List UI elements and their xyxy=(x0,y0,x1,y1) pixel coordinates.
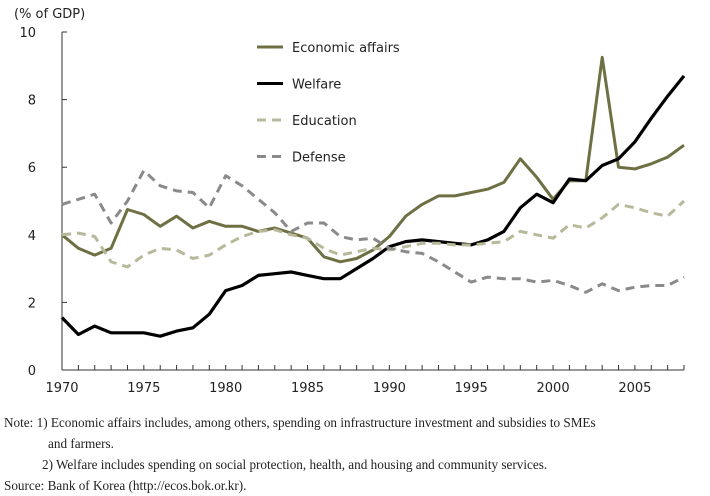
x-tick-label-1990: 1990 xyxy=(373,381,406,396)
series-line-education xyxy=(61,199,686,269)
note-1-continued: and farmers. xyxy=(48,436,114,451)
line-chart: 0 2 4 6 8 10 1970 1975 1980 1985 1990 1995 2000 2005 (… xyxy=(14,7,686,396)
series-line-economic-affairs xyxy=(61,55,685,264)
x-tick-label-1985: 1985 xyxy=(291,381,324,396)
x-tick-label-2000: 2000 xyxy=(537,381,570,396)
series-line-welfare xyxy=(60,74,686,338)
legend-label-education: Education xyxy=(292,114,357,129)
x-tick-label-1975: 1975 xyxy=(127,381,160,396)
x-tick-label-1980: 1980 xyxy=(209,381,242,396)
legend-label-defense: Defense xyxy=(292,151,346,166)
series-line-defense xyxy=(61,169,685,294)
y-tick-label-2: 2 xyxy=(28,296,36,311)
y-axis-label: (% of GDP) xyxy=(14,7,85,22)
note-2: 2) Welfare includes spending on social p… xyxy=(42,457,548,472)
source-note: Source: Bank of Korea (http://ecos.bok.o… xyxy=(4,478,247,493)
y-tick-label-6: 6 xyxy=(28,161,36,176)
chart-notes: Note: 1) Economic affairs includes, amon… xyxy=(4,412,708,496)
legend-label-economic-affairs: Economic affairs xyxy=(292,41,400,56)
y-tick-label-8: 8 xyxy=(28,94,36,109)
x-tick-label-1970: 1970 xyxy=(45,381,78,396)
x-tick-label-2005: 2005 xyxy=(618,381,651,396)
legend-label-welfare: Welfare xyxy=(292,78,341,93)
x-tick-label-1995: 1995 xyxy=(455,381,488,396)
note-1: Note: 1) Economic affairs includes, amon… xyxy=(4,415,596,430)
y-tick-label-4: 4 xyxy=(28,229,36,244)
y-tick-label-0: 0 xyxy=(28,364,36,379)
y-tick-label-10: 10 xyxy=(19,26,36,41)
